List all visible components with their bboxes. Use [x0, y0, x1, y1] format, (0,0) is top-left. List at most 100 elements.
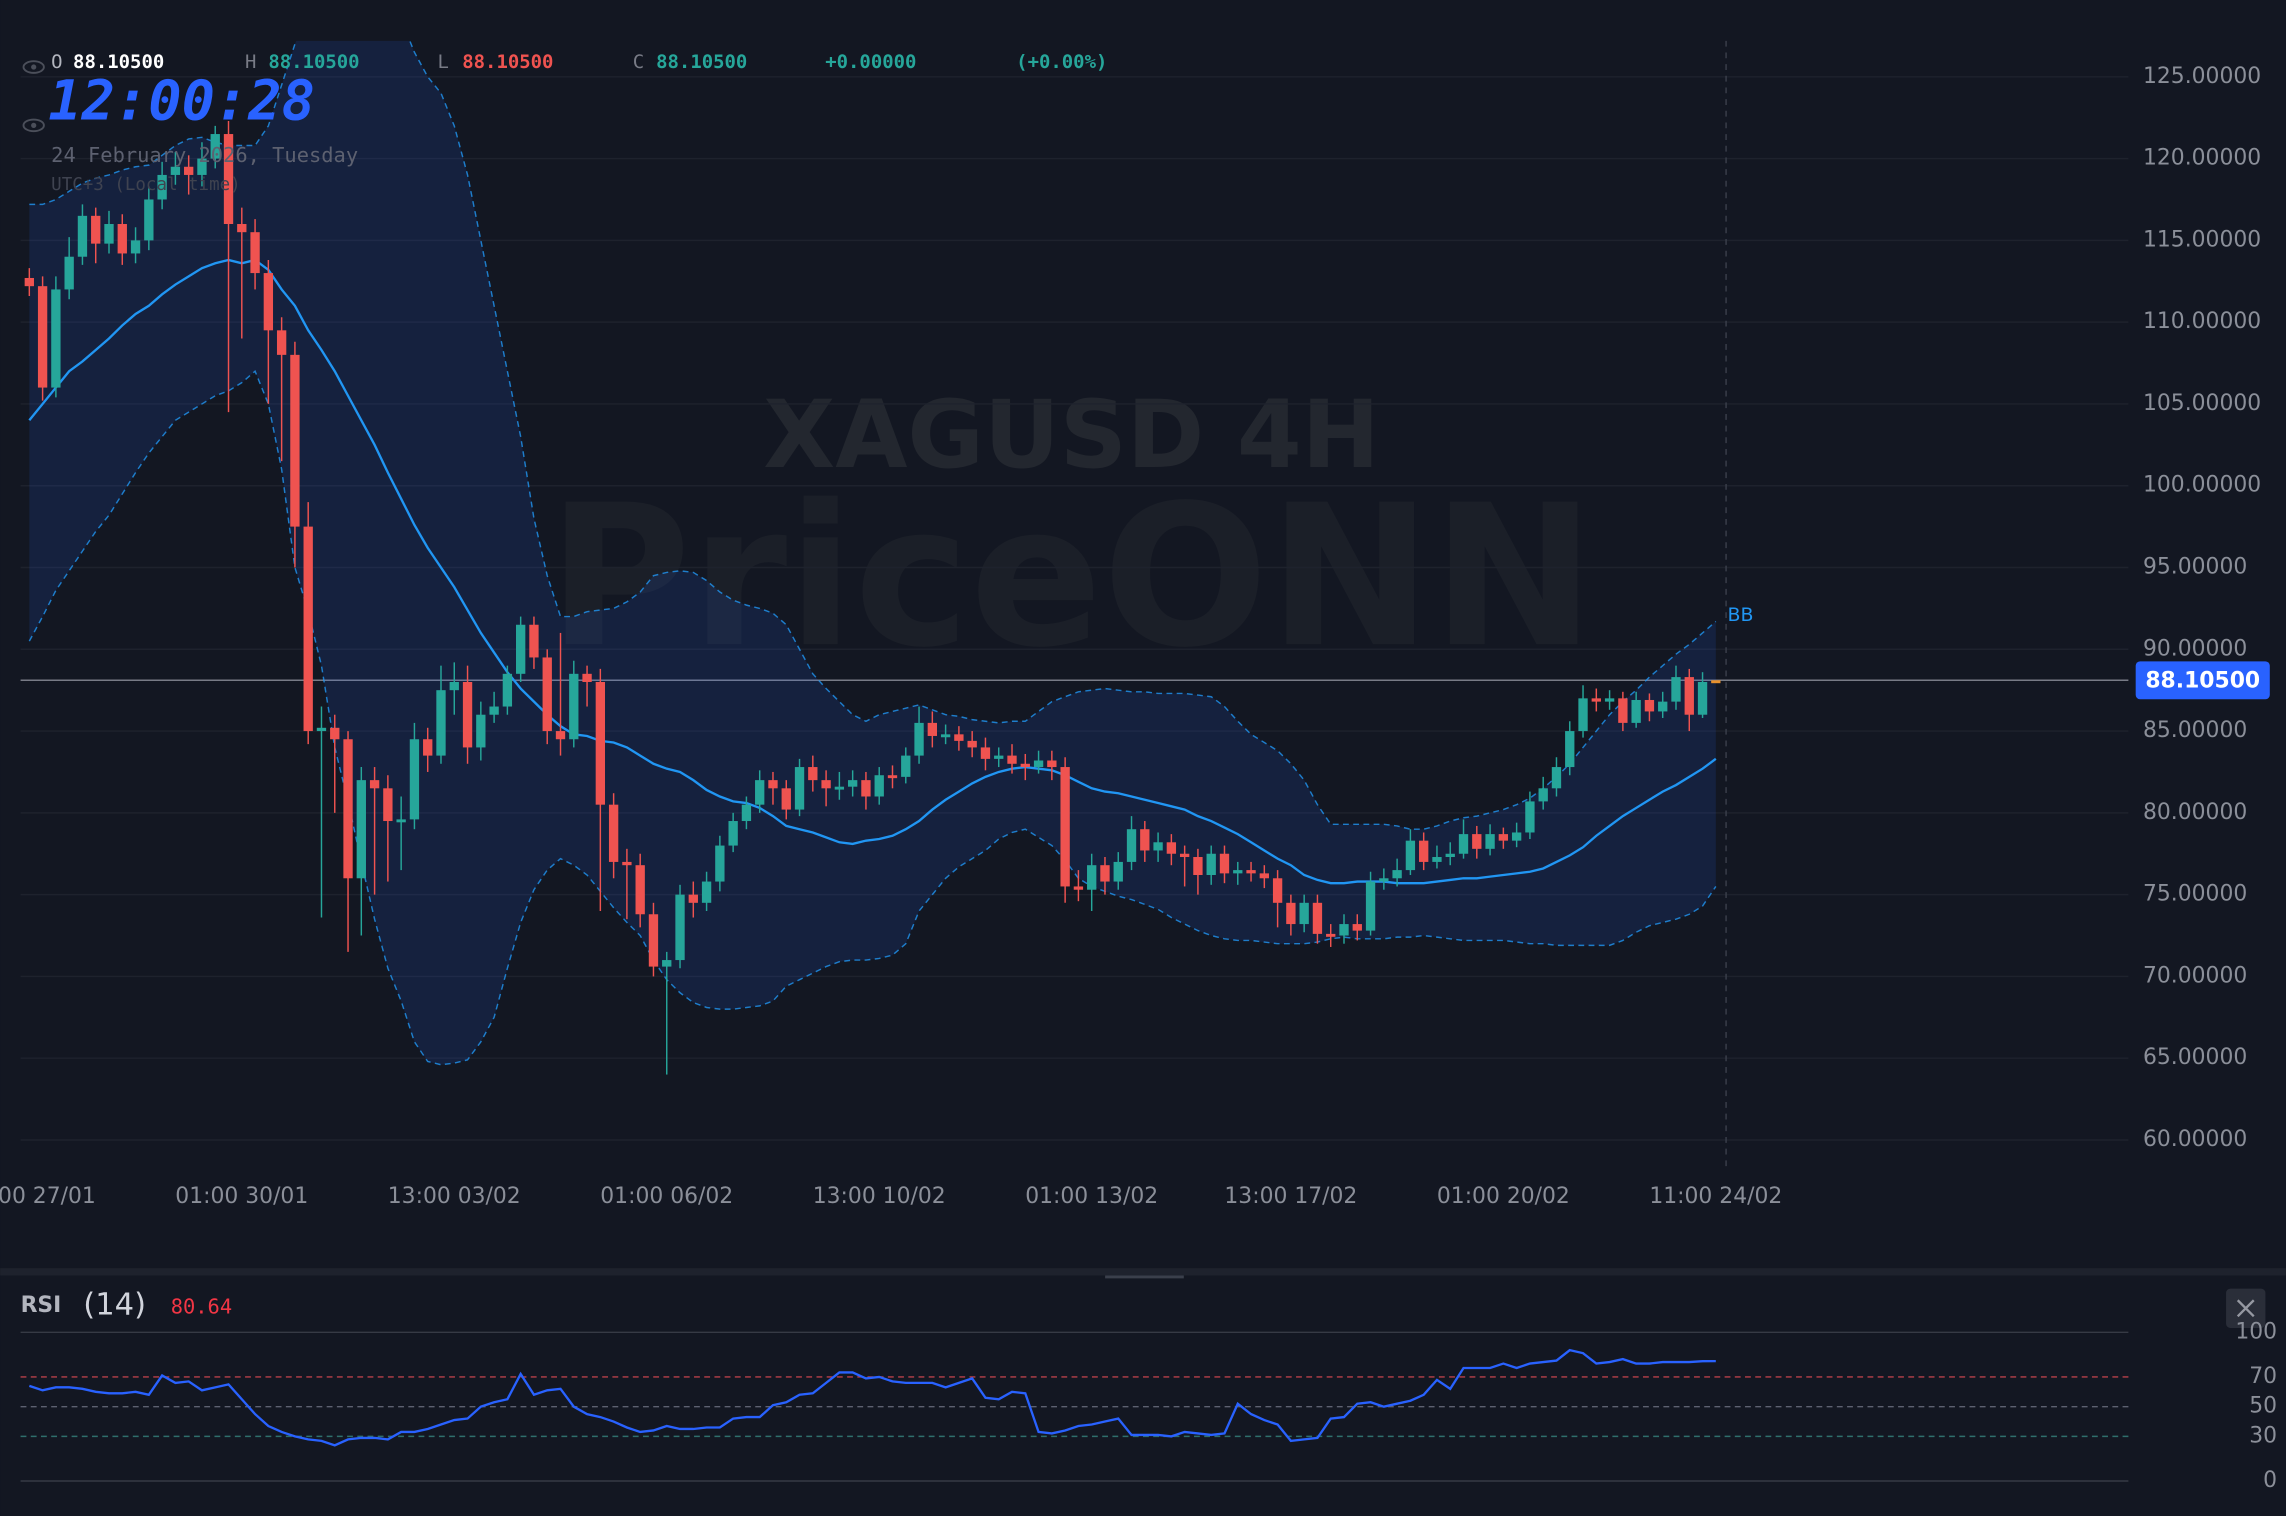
- ohlc-key: L: [437, 51, 448, 73]
- y-tick-label: 85.00000: [2143, 718, 2247, 743]
- candle-body: [250, 232, 260, 274]
- y-tick-label: 90.00000: [2143, 636, 2247, 661]
- y-tick-label: 120.00000: [2143, 146, 2261, 171]
- candle-body: [1286, 902, 1296, 925]
- ohlc-value: 88.10500: [462, 51, 553, 73]
- candle-body: [1179, 853, 1190, 858]
- candle-body: [117, 224, 127, 254]
- candle-body: [1392, 870, 1402, 879]
- candle-body: [914, 722, 924, 756]
- close-button[interactable]: [2226, 1288, 2266, 1328]
- y-tick-label: 0: [2263, 1468, 2277, 1493]
- candle-body: [1458, 834, 1469, 854]
- watermark-brand: PriceONN: [548, 464, 1596, 691]
- candle-body: [276, 330, 287, 355]
- candle-body: [688, 894, 698, 903]
- candle-body: [91, 215, 101, 244]
- price-badge-label: 88.10500: [2145, 669, 2260, 694]
- rsi-value: 80.64: [171, 1295, 232, 1319]
- y-tick-label: 125.00000: [2143, 64, 2261, 89]
- candle-body: [1299, 902, 1309, 925]
- candle-body: [330, 727, 340, 740]
- candle-body: [741, 804, 752, 822]
- candle-body: [1113, 861, 1123, 882]
- y-tick-label: 105.00000: [2143, 391, 2261, 416]
- candle-body: [210, 134, 220, 159]
- ohlc-key: H: [245, 51, 256, 73]
- candle-body: [994, 755, 1004, 759]
- candle-body: [1472, 834, 1482, 849]
- x-tick-label: 13:00 17/02: [1224, 1184, 1357, 1209]
- band-upper: [29, 40, 1717, 830]
- candle-body: [423, 739, 433, 756]
- candle-body: [489, 706, 499, 715]
- candle-body: [1511, 832, 1522, 841]
- candle-body: [967, 740, 977, 748]
- candle-body: [1551, 767, 1562, 789]
- candle-body: [1193, 857, 1203, 876]
- y-tick-label: 100: [2235, 1319, 2277, 1344]
- candle-body: [768, 780, 778, 789]
- legend-label: BB: [1727, 604, 1753, 626]
- candle-body: [1671, 677, 1681, 702]
- date: 24 February 2026, Tuesday: [51, 143, 358, 167]
- candle-body: [184, 166, 194, 175]
- candle-body: [1033, 760, 1044, 768]
- x-tick-label: 13:00 10/02: [813, 1184, 946, 1209]
- ohlc-key: O: [51, 51, 62, 73]
- y-tick-label: 100.00000: [2143, 473, 2261, 498]
- candle-body: [755, 780, 765, 805]
- candle-body: [1711, 680, 1721, 684]
- candle-body: [223, 134, 234, 225]
- candle-body: [144, 199, 154, 241]
- axes: 60.00000 65.00000 70.00000 75.00000 80.00000…: [0, 64, 2270, 1209]
- candle-body: [37, 286, 48, 388]
- rsi-line: [28, 1348, 1716, 1447]
- change: +0.00000: [825, 51, 916, 73]
- candle-body: [1246, 870, 1256, 874]
- candle-body: [635, 865, 645, 915]
- eye-icon[interactable]: [22, 60, 45, 74]
- candle-body: [1339, 924, 1349, 936]
- candle-body: [1233, 870, 1243, 874]
- candle-body: [662, 960, 672, 967]
- candle-body: [901, 755, 911, 777]
- y-tick-label: 75.00000: [2143, 882, 2247, 907]
- candle-body: [847, 780, 858, 787]
- candle-body: [834, 786, 845, 790]
- candle-body: [130, 240, 141, 254]
- candle-body: [1604, 698, 1615, 702]
- candle-body: [1312, 902, 1323, 934]
- pane-separator[interactable]: [0, 1268, 2286, 1276]
- plot-area: [24, 40, 1721, 1075]
- candle-body: [383, 788, 393, 822]
- candle-body: [502, 673, 513, 707]
- candle-body: [927, 722, 937, 736]
- candle-body: [582, 673, 592, 682]
- candle-body: [157, 174, 167, 200]
- candle-body: [622, 861, 632, 866]
- candle-body: [728, 821, 738, 846]
- candle-body: [516, 624, 526, 674]
- ohlc-value: 88.10500: [656, 51, 747, 73]
- candle-body: [1100, 865, 1110, 882]
- x-tick-label: 01:00 06/02: [600, 1184, 733, 1209]
- candle-body: [608, 804, 619, 862]
- x-tick-label: 01:00 20/02: [1437, 1184, 1570, 1209]
- change-percent: (+0.00%): [1016, 51, 1107, 73]
- candle-body: [1219, 853, 1230, 874]
- x-tick-label: 01:00 27/01: [0, 1184, 96, 1209]
- candle-body: [1498, 834, 1509, 841]
- candle-body: [1007, 755, 1017, 764]
- candle-body: [396, 819, 406, 823]
- candle-body: [1272, 878, 1283, 903]
- band-middle: [28, 258, 1717, 885]
- candle-body: [356, 780, 366, 879]
- eye-icon[interactable]: [22, 118, 45, 133]
- price-badge: [2135, 661, 2270, 700]
- x-tick-label: 13:00 03/02: [388, 1184, 521, 1209]
- candle-body: [1166, 842, 1177, 854]
- candle-body: [316, 727, 327, 732]
